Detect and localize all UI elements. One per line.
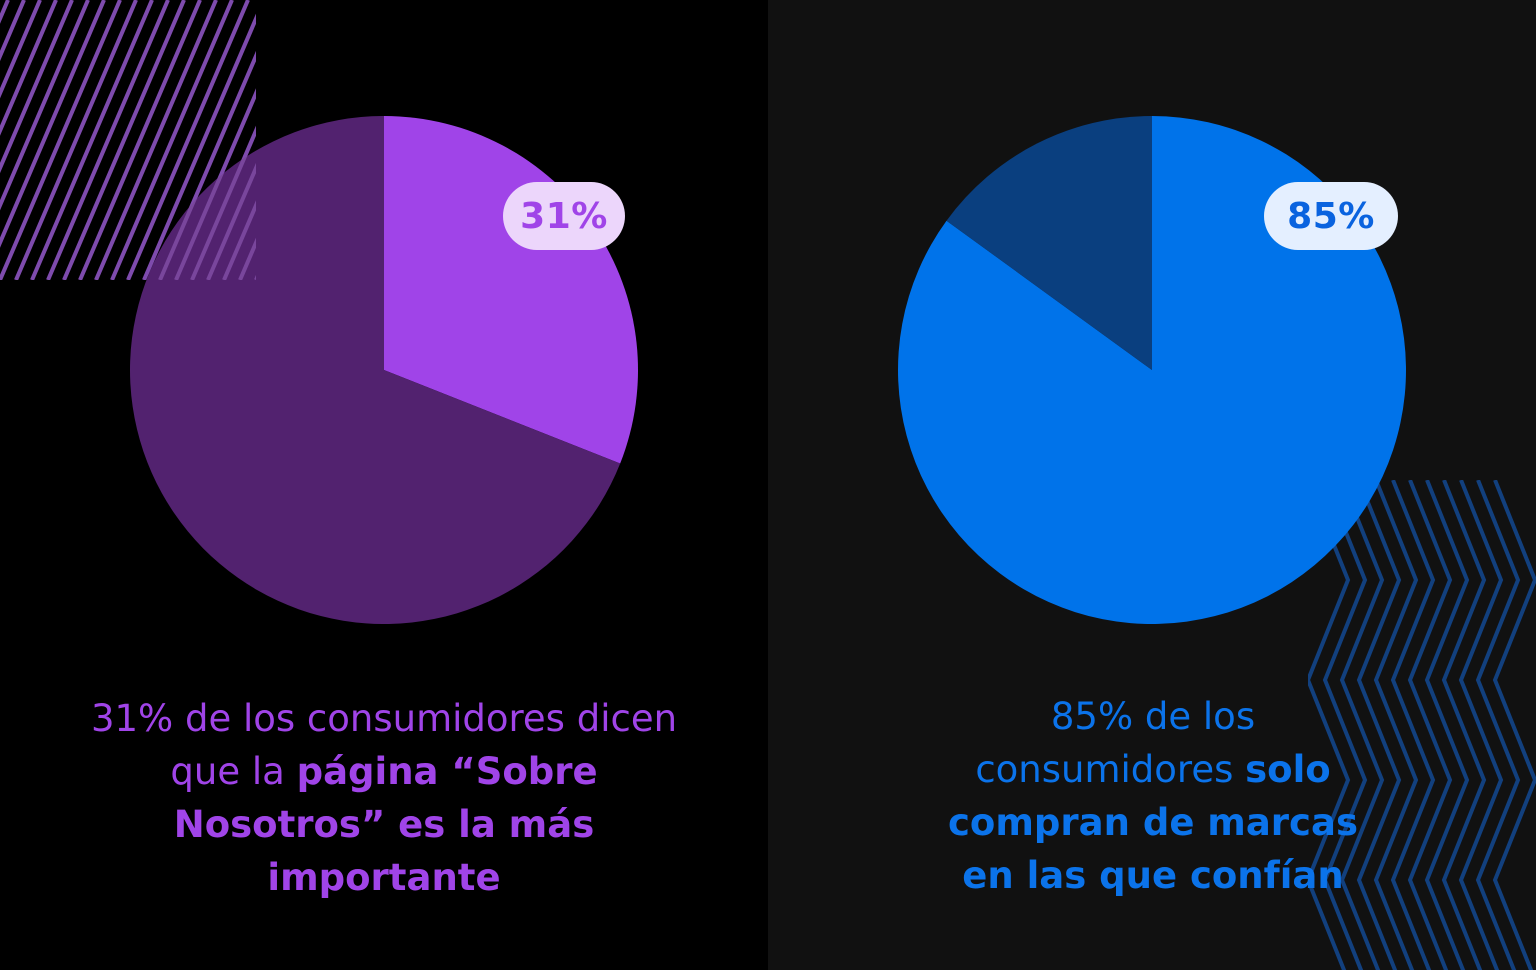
about-page-slice-1 (130, 116, 621, 624)
stripe-line (0, 0, 122, 280)
right-panel: 85% 85% de los consumidores solo compran… (768, 0, 1536, 970)
stripe-line (0, 0, 42, 99)
pie-chart-trusted-brands (898, 116, 1407, 624)
percentage-badge-85: 85% (1264, 182, 1398, 250)
chevron-line (1339, 480, 1385, 970)
stripe-line (174, 88, 256, 280)
stripe-line (78, 0, 202, 280)
caption-about-page: 31% de los consumidores dicen que la pág… (84, 692, 684, 904)
stripe-line (30, 0, 154, 280)
stripe-line (158, 50, 256, 280)
stripe-line (62, 0, 186, 280)
stripe-line (0, 0, 42, 99)
stripe-line (94, 0, 218, 280)
chevron-line (1356, 480, 1402, 970)
pie-chart-about-page (0, 0, 638, 624)
stripe-line (206, 162, 256, 280)
stripe-line (0, 0, 26, 62)
stripe-line (0, 0, 74, 174)
stripe-line (0, 0, 58, 136)
stripe-line (126, 0, 250, 280)
stripe-line (222, 200, 256, 280)
stripe-overlay (0, 0, 256, 280)
percentage-badge-31: 31% (503, 182, 625, 250)
stripe-line (0, 0, 106, 248)
chevron-line (1390, 480, 1436, 970)
chevron-line (1475, 480, 1521, 970)
chevron-line (1441, 480, 1487, 970)
stripe-line (126, 0, 250, 280)
stripe-line (0, 0, 74, 174)
caption-regular-text: 31% de los consumidores dicen que la (90, 697, 678, 793)
stripe-line (0, 0, 122, 280)
trusted-brands-slice-1 (946, 116, 1152, 370)
stripe-line (30, 0, 154, 280)
stripe-line (0, 0, 58, 136)
chevron-line (1322, 480, 1368, 970)
caption-bold-text: solo compran de marcas en las que confía… (948, 748, 1358, 897)
stripe-line (46, 0, 170, 280)
stripe-line (0, 0, 90, 211)
chevron-line (1424, 480, 1470, 970)
chevron-line (1458, 480, 1504, 970)
stripe-line (110, 0, 234, 280)
stripe-line (0, 0, 106, 248)
stripe-line (0, 0, 90, 211)
stripe-line (62, 0, 186, 280)
left-panel: 31% 31% de los consumidores dicen que la… (0, 0, 768, 970)
stripe-line (14, 0, 138, 280)
caption-trusted-brands: 85% de los consumidores solo compran de … (918, 690, 1388, 902)
stripe-line (94, 0, 218, 280)
chevron-stripes-decoration (1308, 480, 1536, 970)
stripe-line (142, 13, 256, 280)
chevron-line (1373, 480, 1419, 970)
stripe-line (190, 125, 256, 280)
caption-regular-text: 85% de los consumidores (975, 695, 1256, 791)
stripe-line (110, 0, 234, 280)
caption-bold-text: página “Sobre Nosotros” es la más import… (173, 750, 598, 899)
chevron-line (1407, 480, 1453, 970)
chevron-line (1492, 480, 1536, 970)
stripe-line (0, 0, 26, 62)
stripe-line (14, 0, 138, 280)
chevron-line (1308, 480, 1351, 970)
stripe-line (46, 0, 170, 280)
stripe-line (78, 0, 202, 280)
stripe-line (142, 13, 256, 280)
